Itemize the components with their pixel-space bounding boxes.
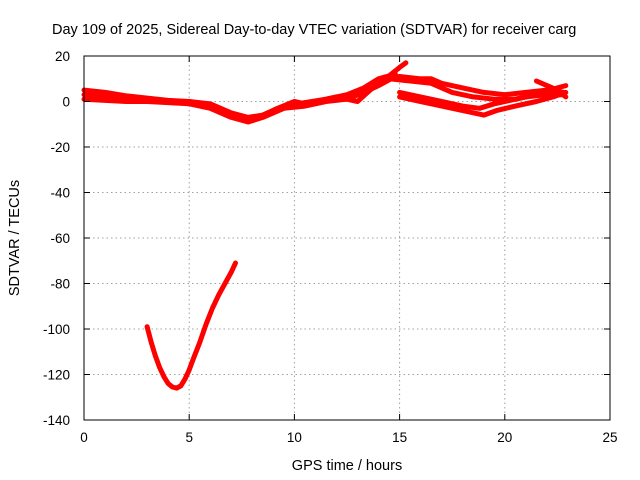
- series-trace-9: [144, 260, 238, 391]
- x-tick-label: 25: [602, 430, 617, 445]
- x-tick-label: 10: [287, 430, 302, 445]
- y-tick-label: -120: [43, 368, 70, 383]
- x-tick-label: 15: [392, 430, 407, 445]
- x-tick-label: 20: [497, 430, 512, 445]
- series-trace-3: [81, 76, 394, 125]
- series-trace-7: [397, 89, 569, 118]
- series-layer: [81, 60, 569, 391]
- y-tick-label: -100: [43, 322, 70, 337]
- x-tick-label: 0: [80, 430, 88, 445]
- y-tick-label: -40: [50, 186, 70, 201]
- grid-lines: [84, 56, 610, 420]
- x-tick-label: 5: [185, 430, 193, 445]
- y-tick-label: -140: [43, 413, 70, 428]
- chart-title: Day 109 of 2025, Sidereal Day-to-day VTE…: [52, 22, 576, 38]
- y-tick-label: -20: [50, 140, 70, 155]
- y-tick-label: 0: [62, 95, 70, 110]
- series-trace-6: [397, 89, 567, 111]
- series-trace-8: [533, 78, 569, 100]
- y-axis-label: SDTVAR / TECUs: [7, 180, 23, 296]
- y-tick-label: -80: [50, 277, 70, 292]
- axis-ticks: 0 5 10 15 20 25 20 0 -20 -40 -60 -80 -100 -120 -140: [43, 49, 618, 445]
- x-axis-label: GPS time / hours: [292, 458, 402, 474]
- y-tick-label: -60: [50, 231, 70, 246]
- series-trace-4: [376, 74, 567, 98]
- y-tick-label: 20: [55, 49, 70, 64]
- plot-frame: [83, 55, 611, 421]
- series-trace-5: [386, 76, 569, 102]
